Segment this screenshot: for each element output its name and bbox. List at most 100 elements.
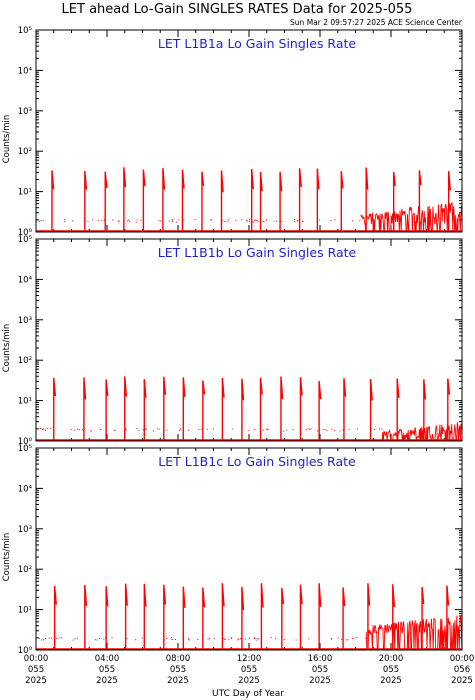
y-tick-label: 10² [18, 147, 32, 157]
data-point [60, 637, 62, 639]
y-tick-label: 10⁴ [18, 275, 33, 285]
spike-mark [340, 171, 344, 231]
data-point [209, 637, 211, 639]
data-point [175, 221, 177, 223]
spike-mark [447, 171, 451, 231]
data-point [213, 637, 215, 639]
data-point [183, 219, 185, 221]
data-point [72, 639, 74, 641]
data-point [253, 429, 255, 431]
x-tick-label: 2025 [309, 676, 331, 686]
x-tick-label: 2025 [451, 676, 473, 686]
data-point [103, 638, 105, 640]
data-point [94, 639, 96, 641]
spike-mark [105, 586, 109, 649]
data-point [248, 219, 250, 221]
plot-frame [35, 447, 463, 651]
data-point [266, 428, 268, 430]
x-tick-label: 16:00 [308, 654, 333, 664]
data-point [262, 429, 264, 431]
data-point [224, 221, 226, 223]
spike-mark [279, 171, 283, 231]
data-point [103, 219, 105, 221]
x-tick-label: 2025 [25, 676, 47, 686]
data-point [126, 638, 128, 640]
spike-mark [51, 170, 55, 231]
y-tick-label: 10¹ [18, 397, 32, 407]
spike-mark [53, 585, 57, 649]
y-tick-label: 10⁰ [18, 228, 33, 238]
data-point [38, 220, 40, 222]
plot-frame [35, 238, 463, 442]
y-tick-label: 10⁵ [18, 235, 32, 245]
x-tick-label: 055 [170, 665, 186, 675]
spike-mark [392, 584, 396, 649]
data-point [56, 637, 58, 639]
data-point [247, 430, 249, 432]
data-point [308, 638, 310, 640]
data-point [297, 219, 299, 221]
data-point [96, 639, 98, 641]
spike-mark [220, 170, 224, 231]
x-tick-label: 2025 [238, 676, 260, 686]
timestamp-label: Sun Mar 2 09:57:27 2025 ACE Science Cent… [290, 18, 463, 27]
data-point [258, 638, 260, 640]
data-point [99, 637, 101, 639]
spike-mark [421, 586, 425, 649]
spike-mark [423, 379, 427, 440]
data-point [352, 220, 354, 222]
data-point [171, 219, 173, 221]
data-point [70, 429, 72, 431]
data-point [263, 220, 265, 222]
data-point [310, 428, 312, 430]
spike-mark [281, 587, 285, 649]
data-point [256, 219, 258, 221]
spike-mark [241, 378, 245, 440]
data-point [158, 428, 160, 430]
data-point [317, 430, 319, 432]
data-point [160, 220, 162, 222]
data-point [37, 428, 39, 430]
x-tick-label: 055 [99, 665, 115, 675]
spike-mark [202, 587, 206, 649]
data-point [345, 639, 347, 641]
chart-panels: 10⁰ 10¹ 10² 10³ 10⁴ 10⁵ Counts/min LET L1B1a Lo… [2, 26, 463, 656]
data-point [286, 429, 288, 431]
y-tick-label: 10⁵ [18, 26, 32, 36]
data-point [342, 429, 344, 431]
data-point [140, 219, 142, 221]
data-point [44, 638, 46, 640]
data-point [207, 638, 209, 640]
data-point [72, 220, 74, 222]
data-point [296, 220, 298, 222]
spike-mark [259, 377, 263, 440]
spike-mark [83, 377, 87, 440]
data-point [257, 638, 259, 640]
y-tick-label: 10⁰ [18, 437, 33, 447]
data-point [331, 637, 333, 639]
data-point [381, 428, 383, 430]
x-tick-label: 12:00 [237, 654, 262, 664]
x-tick-label: 055 [28, 665, 44, 675]
spike-mark [182, 377, 186, 440]
data-point [117, 221, 119, 223]
data-point [266, 428, 268, 430]
data-point [124, 428, 126, 430]
spike-mark [104, 171, 108, 231]
data-point [240, 638, 242, 640]
y-tick-label: 10¹ [18, 606, 32, 616]
data-point [128, 220, 130, 222]
data-point [293, 218, 295, 220]
data-point [179, 428, 181, 430]
spike-mark [221, 583, 225, 649]
data-point [166, 637, 168, 639]
x-tick-label: 00:00 [450, 654, 475, 664]
data-point [232, 428, 234, 430]
spike-mark [124, 583, 128, 649]
data-point [58, 637, 60, 639]
data-point [246, 220, 248, 222]
data-point [326, 430, 328, 432]
data-point [126, 220, 128, 222]
data-point [198, 429, 200, 431]
data-point [101, 220, 103, 222]
